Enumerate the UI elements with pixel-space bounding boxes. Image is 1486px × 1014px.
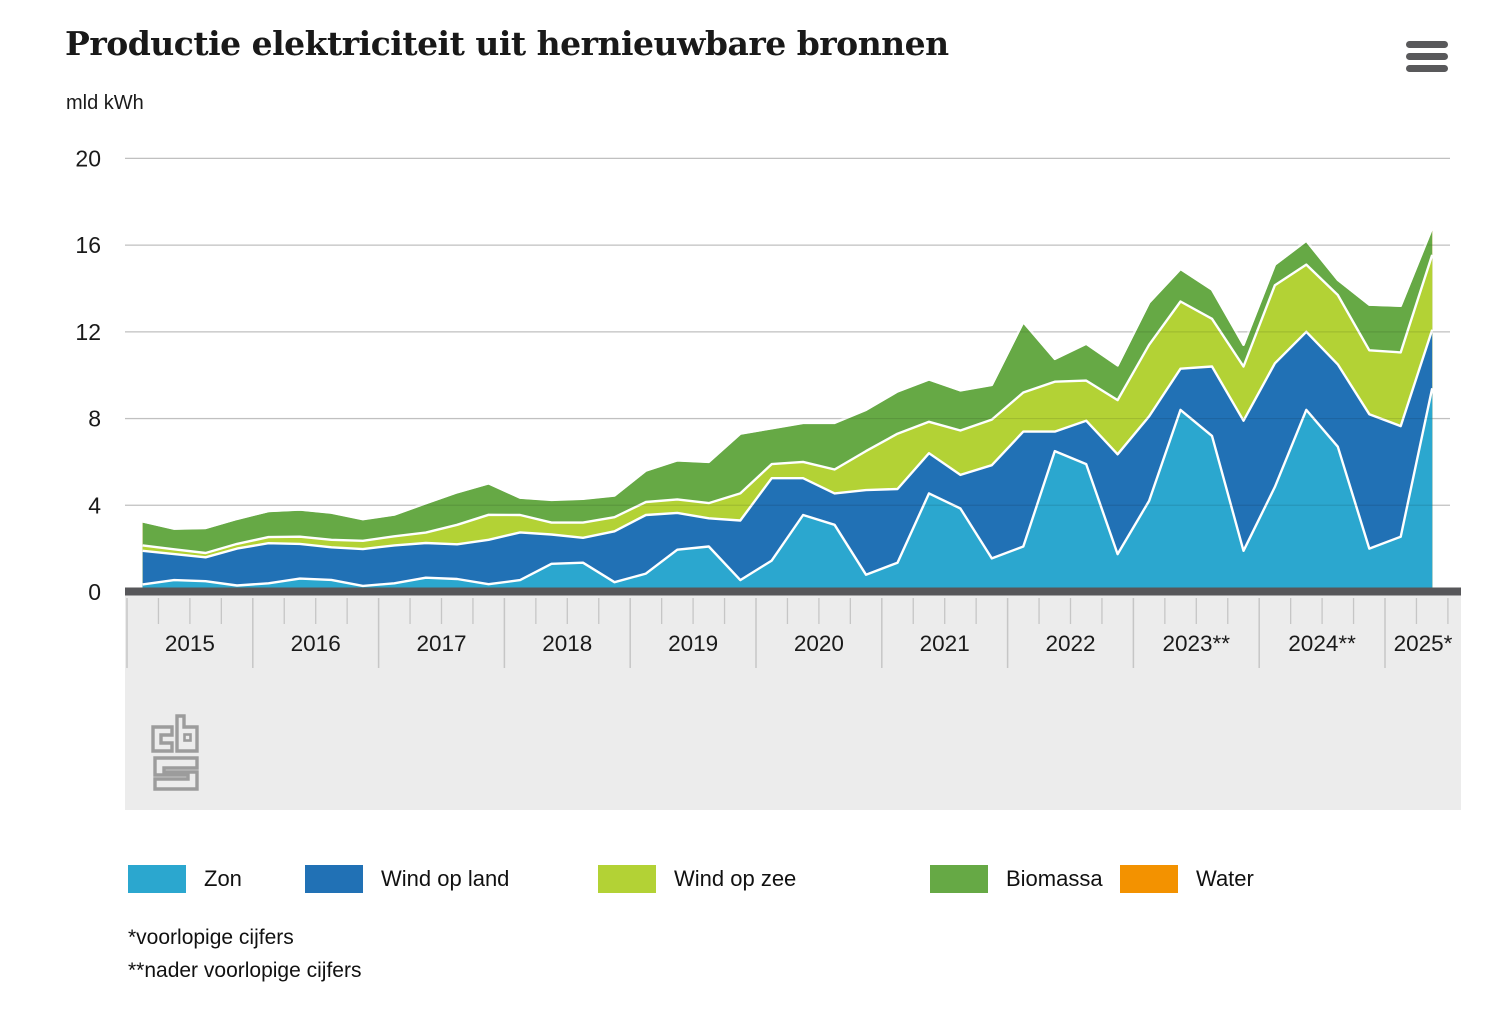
y-axis-tick-label: 16 xyxy=(75,232,101,258)
area-outlines xyxy=(142,227,1434,588)
legend-item-biomassa[interactable]: Biomassa xyxy=(930,865,1103,893)
cbs-logo xyxy=(151,714,199,791)
y-axis-unit-label: mld kWh xyxy=(66,92,144,114)
gridlines-overlay xyxy=(125,157,1450,506)
y-axis-tick-label: 0 xyxy=(88,579,101,605)
y-axis-tick-label: 8 xyxy=(88,406,101,432)
footnote-nader-voorlopig: **nader voorlopige cijfers xyxy=(128,959,362,982)
page-title: Productie elektriciteit uit hernieuwbare… xyxy=(65,24,949,63)
y-axis-labels: 0 4 8 12 16 20 xyxy=(75,145,101,605)
legend-label: Wind op zee xyxy=(674,866,797,891)
footnotes: *voorlopige cijfers **nader voorlopige c… xyxy=(128,921,361,987)
area-Wind op land xyxy=(142,329,1433,592)
legend-item-water[interactable]: Water xyxy=(1120,865,1254,893)
y-axis-tick-label: 12 xyxy=(75,319,101,345)
legend-swatch xyxy=(930,865,988,893)
legend-label: Water xyxy=(1196,866,1254,891)
y-axis-tick-label: 20 xyxy=(75,145,101,171)
hamburger-icon xyxy=(1406,41,1448,48)
hamburger-menu-button[interactable] xyxy=(1406,41,1448,72)
footnote-voorlopig: *voorlopige cijfers xyxy=(128,926,294,949)
legend-swatch xyxy=(305,865,363,893)
legend-item-zon[interactable]: Zon xyxy=(128,865,242,893)
legend-swatch xyxy=(1120,865,1178,893)
x-axis-year-label: 2022 xyxy=(1045,631,1095,656)
x-axis-year-label: 2017 xyxy=(416,631,466,656)
area-series xyxy=(142,227,1433,593)
legend-label: Wind op land xyxy=(381,866,510,891)
x-axis-year-label: 2018 xyxy=(542,631,592,656)
legend-swatch xyxy=(598,865,656,893)
hamburger-icon xyxy=(1406,65,1448,72)
x-axis-year-label: 2024** xyxy=(1288,631,1356,656)
x-axis-band xyxy=(125,587,1461,810)
x-axis-year-label: 2023** xyxy=(1163,631,1231,656)
legend-label: Biomassa xyxy=(1006,866,1103,891)
x-axis-year-label: 2016 xyxy=(291,631,341,656)
area-Zon xyxy=(142,388,1433,592)
chart-legend: Zon Wind op land Wind op zee Biomassa Water xyxy=(0,865,1486,895)
x-axis-year-label: 2020 xyxy=(794,631,844,656)
x-axis-year-label: 2025* xyxy=(1394,631,1453,656)
x-axis-year-label: 2015 xyxy=(165,631,215,656)
legend-swatch xyxy=(128,865,186,893)
legend-item-wind-op-zee[interactable]: Wind op zee xyxy=(598,865,796,893)
legend-label: Zon xyxy=(204,866,242,891)
x-axis-year-label: 2019 xyxy=(668,631,718,656)
hamburger-icon xyxy=(1406,53,1448,60)
x-axis-year-label: 2021 xyxy=(920,631,970,656)
legend-item-wind-op-land[interactable]: Wind op land xyxy=(305,865,509,893)
x-axis-labels: 2015 2016 2017 2018 2019 2020 2021 2022 2023** 20… xyxy=(165,631,1453,656)
y-axis-tick-label: 4 xyxy=(88,492,101,518)
